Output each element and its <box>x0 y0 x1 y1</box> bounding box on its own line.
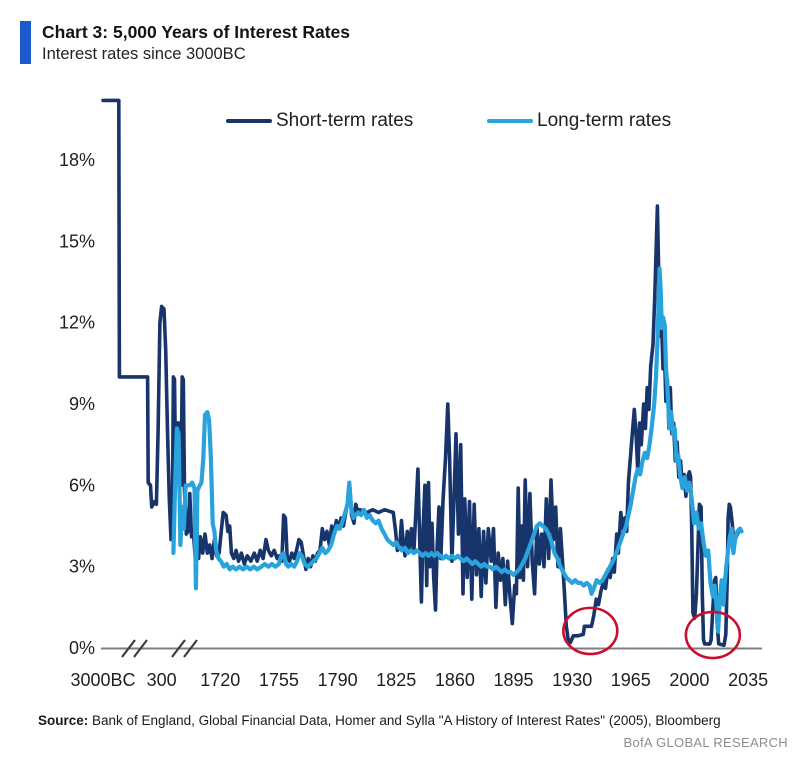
y-tick-0: 0% <box>69 638 95 658</box>
x-tick-1930: 1930 <box>552 670 592 690</box>
short-term-rates-line <box>101 98 743 648</box>
legend-label-short-term: Short-term rates <box>276 110 414 131</box>
brand-mark: BofA GLOBAL RESEARCH <box>623 735 788 750</box>
y-tick-18: 18% <box>59 150 95 170</box>
short-term-line-swatch <box>226 118 272 124</box>
x-tick-1720: 1720 <box>200 670 240 690</box>
x-tick-1825: 1825 <box>376 670 416 690</box>
legend-label-long-term: Long-term rates <box>537 110 672 131</box>
chart-subtitle: Interest rates since 3000BC <box>42 45 246 63</box>
axis-break-1 <box>121 639 148 658</box>
x-tick-300: 300 <box>147 670 177 690</box>
y-tick-15: 15% <box>59 231 95 251</box>
y-tick-12: 12% <box>59 313 95 333</box>
x-tick-1790: 1790 <box>318 670 358 690</box>
y-tick-9: 9% <box>69 394 95 414</box>
source-line: Source: Bank of England, Global Financia… <box>38 713 721 728</box>
source-label: Source: <box>38 713 89 728</box>
y-tick-3: 3% <box>69 557 95 577</box>
highlight-circle-1 <box>562 606 619 656</box>
x-tick-2000: 2000 <box>669 670 709 690</box>
long-term-line-swatch <box>487 118 533 124</box>
legend-item-long-term: Long-term rates <box>487 110 671 132</box>
y-tick-6: 6% <box>69 475 95 495</box>
x-tick-2035: 2035 <box>728 670 768 690</box>
highlight-circle-2 <box>684 610 742 660</box>
x-tick-1755: 1755 <box>259 670 299 690</box>
x-tick-1895: 1895 <box>493 670 533 690</box>
x-tick-1965: 1965 <box>611 670 651 690</box>
source-text: Bank of England, Global Financial Data, … <box>88 713 721 728</box>
chart-title: Chart 3: 5,000 Years of Interest Rates <box>42 22 351 42</box>
series-group <box>101 98 744 648</box>
title-accent-bar <box>20 21 31 64</box>
x-tick-1860: 1860 <box>435 670 475 690</box>
long-term-rates-line <box>171 266 744 634</box>
legend-item-short-term: Short-term rates <box>226 110 413 132</box>
x-tick-3000bc: 3000BC <box>70 670 135 690</box>
axis-break-2 <box>171 639 198 658</box>
annotations-group <box>562 606 742 660</box>
